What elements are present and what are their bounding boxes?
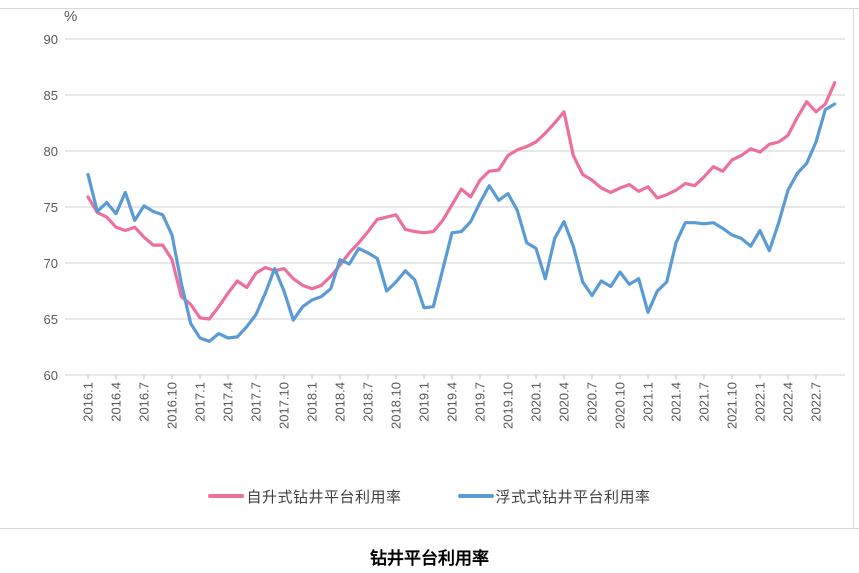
y-tick-label: 85: [44, 88, 58, 103]
y-tick-label: 75: [44, 200, 58, 215]
y-tick-label: 65: [44, 312, 58, 327]
x-tick-label: 2017.4: [220, 382, 235, 422]
x-tick-label: 2020.7: [584, 382, 599, 422]
x-tick-label: 2016.7: [136, 382, 151, 422]
x-tick-label: 2019.7: [472, 382, 487, 422]
y-tick-label: 70: [44, 256, 58, 271]
x-tick-label: 2017.1: [192, 382, 207, 422]
x-tick-label: 2020.10: [612, 382, 627, 429]
x-tick-label: 2022.4: [780, 382, 795, 422]
legend-swatch-jackup: [208, 494, 245, 498]
legend-label-jackup: 自升式钻井平台利用率: [246, 488, 402, 506]
legend-swatch-floater: [457, 494, 494, 498]
x-tick-label: 2017.7: [248, 382, 263, 422]
x-tick-label: 2020.4: [556, 382, 571, 422]
bottom-border-line: [0, 528, 859, 529]
chart-svg: 60 65 70 75 80 85 90 2016.1 2016.4 2016.7 2016.10 2…: [44, 32, 845, 429]
x-tick-label: 2019.4: [444, 382, 459, 422]
x-tick-label: 2016.10: [164, 382, 179, 429]
legend-item-jackup: 自升式钻井平台利用率: [208, 486, 401, 507]
chart-legend: 自升式钻井平台利用率 浮式式钻井平台利用率: [0, 484, 859, 508]
series-line-floater: [86, 102, 837, 343]
x-tick-label: 2018.10: [388, 382, 403, 429]
series-line-jackup: [86, 81, 837, 321]
x-tick-label: 2022.7: [808, 382, 823, 422]
top-border-line: [0, 8, 859, 9]
x-tick-label: 2020.1: [528, 382, 543, 422]
y-tick-label: 60: [44, 368, 58, 383]
y-tick-label: 90: [44, 32, 58, 47]
x-tick-label: 2017.10: [276, 382, 291, 429]
y-axis-unit-label: %: [64, 8, 78, 25]
x-tick-label: 2016.4: [108, 382, 123, 422]
x-tick-label: 2021.1: [640, 382, 655, 422]
x-tick-label: 2021.4: [668, 382, 683, 422]
x-tick-label: 2021.10: [724, 382, 739, 429]
x-tick-label: 2018.7: [360, 382, 375, 422]
right-border-line: [853, 8, 854, 528]
x-tick-label: 2019.1: [416, 382, 431, 422]
legend-label-floater: 浮式式钻井平台利用率: [495, 488, 651, 506]
x-tick-label: 2018.4: [332, 382, 347, 422]
x-tick-label: 2019.10: [500, 382, 515, 429]
x-tick-label: 2022.1: [752, 382, 767, 422]
legend-item-floater: 浮式式钻井平台利用率: [457, 486, 651, 507]
x-tick-label: 2018.1: [304, 382, 319, 422]
chart-title: 钻井平台利用率: [370, 549, 489, 568]
x-tick-label: 2021.7: [696, 382, 711, 422]
y-tick-label: 80: [44, 144, 58, 159]
x-tick-label: 2016.1: [81, 382, 96, 422]
